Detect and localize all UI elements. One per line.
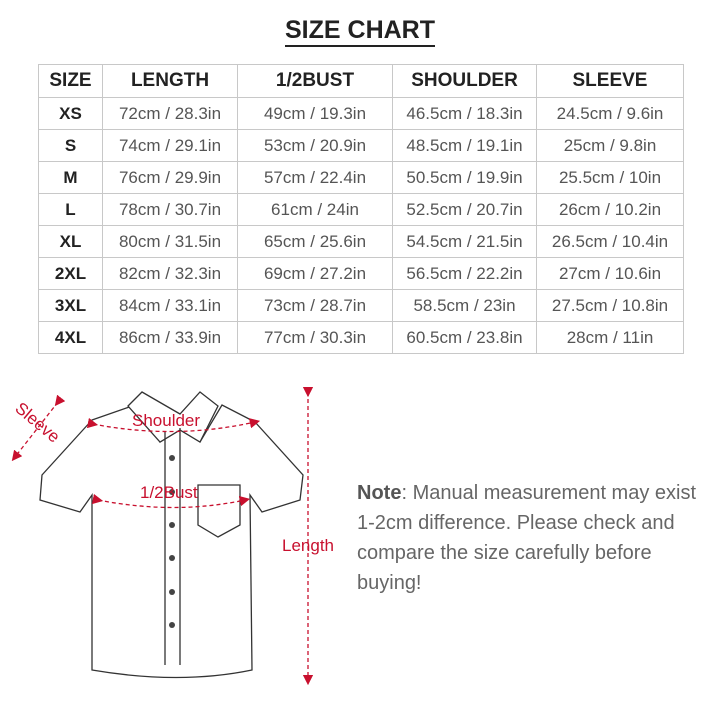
measurement-note: Note: Manual measurement may exist 1-2cm…: [357, 482, 697, 594]
measurement-cell: 61cm / 24in: [237, 193, 393, 226]
table-row: XL 80cm / 31.5in 65cm / 25.6in 54.5cm / 21.…: [38, 225, 684, 258]
size-cell: S: [38, 129, 103, 162]
buttons-icon: [169, 455, 175, 628]
measurement-cell: 69cm / 27.2in: [237, 257, 393, 290]
size-table: SIZE LENGTH 1/2BUST SHOULDER SLEEVE XS 72cm /…: [38, 64, 684, 354]
bust-arrow: [91, 493, 251, 509]
measurement-cell: 25.5cm / 10in: [536, 161, 684, 194]
measurement-cell: 50.5cm / 19.9in: [392, 161, 537, 194]
measurement-cell: 82cm / 32.3in: [102, 257, 238, 290]
table-row: M 76cm / 29.9in 57cm / 22.4in 50.5cm / 19.9…: [38, 161, 684, 194]
measurement-cell: 28cm / 11in: [536, 321, 684, 354]
bust-label: 1/2Bust: [140, 483, 198, 502]
measurement-cell: 74cm / 29.1in: [102, 129, 238, 162]
measurement-cell: 53cm / 20.9in: [237, 129, 393, 162]
shirt-diagram: Shoulder 1/2Bust Length Sleeve: [11, 386, 334, 686]
measurement-cell: 49cm / 19.3in: [237, 97, 393, 130]
measurement-cell: 27.5cm / 10.8in: [536, 289, 684, 322]
size-cell: 2XL: [38, 257, 103, 290]
measurement-cell: 65cm / 25.6in: [237, 225, 393, 258]
measurement-cell: 52.5cm / 20.7in: [392, 193, 537, 226]
size-cell: 4XL: [38, 321, 103, 354]
measurement-cell: 54.5cm / 21.5in: [392, 225, 537, 258]
table-row: XS 72cm / 28.3in 49cm / 19.3in 46.5cm / 18.…: [38, 97, 684, 130]
column-header: 1/2BUST: [237, 64, 393, 98]
column-header: LENGTH: [102, 64, 238, 98]
sleeve-label: Sleeve: [11, 399, 63, 447]
measurement-cell: 58.5cm / 23in: [392, 289, 537, 322]
measurement-cell: 46.5cm / 18.3in: [392, 97, 537, 130]
length-label: Length: [282, 536, 334, 555]
measurement-cell: 60.5cm / 23.8in: [392, 321, 537, 354]
measurement-cell: 84cm / 33.1in: [102, 289, 238, 322]
column-header: SIZE: [38, 64, 103, 98]
size-cell: XS: [38, 97, 103, 130]
size-cell: 3XL: [38, 289, 103, 322]
table-row: 2XL 82cm / 32.3in 69cm / 27.2in 56.5cm / 22…: [38, 257, 684, 290]
shoulder-label: Shoulder: [132, 411, 200, 430]
measurement-cell: 48.5cm / 19.1in: [392, 129, 537, 162]
measurement-cell: 77cm / 30.3in: [237, 321, 393, 354]
shirt-illustration: [39, 391, 304, 679]
measurement-cell: 72cm / 28.3in: [102, 97, 238, 130]
table-row: 3XL 84cm / 33.1in 73cm / 28.7in 58.5cm / 23…: [38, 289, 684, 322]
table-header-row: SIZE LENGTH 1/2BUST SHOULDER SLEEVE: [38, 64, 684, 98]
size-cell: L: [38, 193, 103, 226]
measurement-cell: 25cm / 9.8in: [536, 129, 684, 162]
size-cell: M: [38, 161, 103, 194]
measurement-cell: 73cm / 28.7in: [237, 289, 393, 322]
measurement-cell: 27cm / 10.6in: [536, 257, 684, 290]
size-cell: XL: [38, 225, 103, 258]
sleeve-arrow: [11, 394, 66, 462]
measurement-cell: 78cm / 30.7in: [102, 193, 238, 226]
measurement-cell: 86cm / 33.9in: [102, 321, 238, 354]
table-row: L 78cm / 30.7in 61cm / 24in 52.5cm / 20.7in…: [38, 193, 684, 226]
column-header: SHOULDER: [392, 64, 537, 98]
page-title: SIZE CHART: [0, 16, 720, 47]
measurement-cell: 56.5cm / 22.2in: [392, 257, 537, 290]
measurement-cell: 26.5cm / 10.4in: [536, 225, 684, 258]
column-header: SLEEVE: [536, 64, 684, 98]
table-row: 4XL 86cm / 33.9in 77cm / 30.3in 60.5cm / 23…: [38, 321, 684, 354]
table-row: S 74cm / 29.1in 53cm / 20.9in 48.5cm / 19.1…: [38, 129, 684, 162]
measurement-cell: 76cm / 29.9in: [102, 161, 238, 194]
measurement-cell: 24.5cm / 9.6in: [536, 97, 684, 130]
measurement-cell: 26cm / 10.2in: [536, 193, 684, 226]
measurement-cell: 57cm / 22.4in: [237, 161, 393, 194]
measurement-cell: 80cm / 31.5in: [102, 225, 238, 258]
